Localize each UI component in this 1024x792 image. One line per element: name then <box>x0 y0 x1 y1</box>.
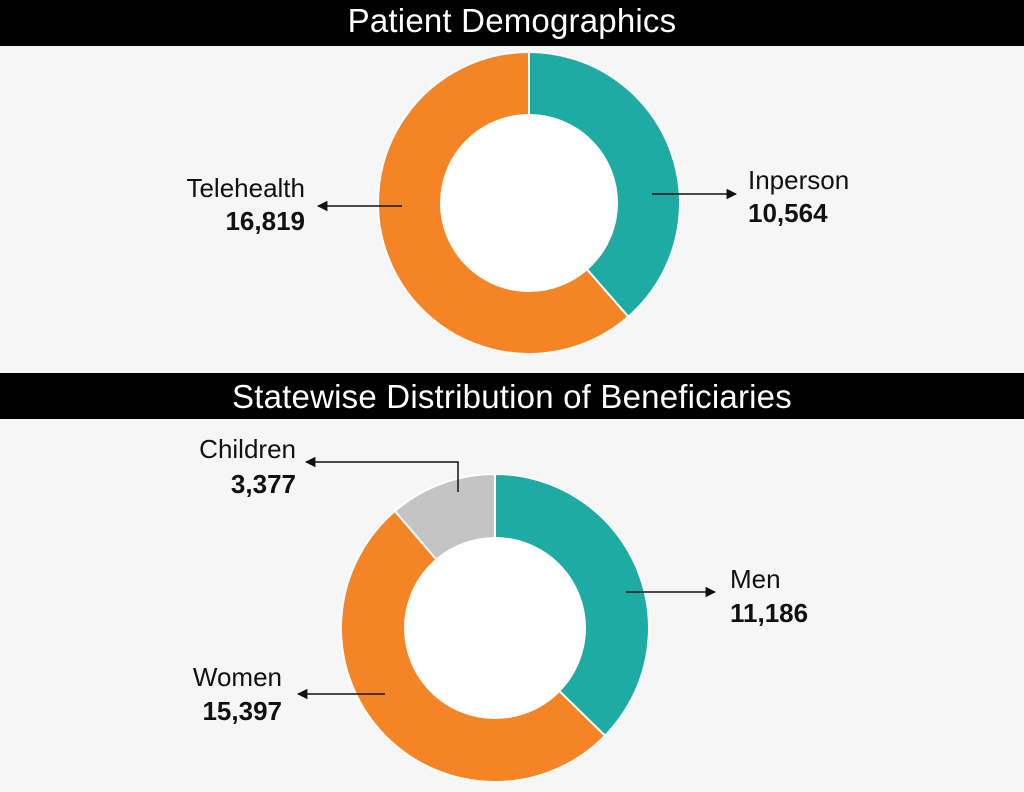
chart1-title: Patient Demographics <box>0 0 1024 46</box>
data-label-women: 15,397 <box>202 696 282 726</box>
data-label-children: 3,377 <box>231 469 296 499</box>
donut-hole <box>404 537 586 719</box>
chart2-title: Statewise Distribution of Beneficiaries <box>0 373 1024 419</box>
legend-label-women: Women <box>193 662 282 692</box>
data-label-telehealth: 16,819 <box>225 206 305 236</box>
legend-label-telehealth: Telehealth <box>186 173 305 203</box>
legend-label-men: Men <box>730 564 781 594</box>
legend-label-inperson: Inperson <box>748 165 849 195</box>
leader-arrow-children <box>304 456 459 492</box>
chart2-donut <box>340 472 650 783</box>
data-label-inperson: 10,564 <box>748 198 828 228</box>
donut-hole <box>440 114 618 292</box>
chart1-donut <box>377 50 681 355</box>
data-label-men: 11,186 <box>730 598 808 628</box>
legend-label-children: Children <box>199 434 296 464</box>
